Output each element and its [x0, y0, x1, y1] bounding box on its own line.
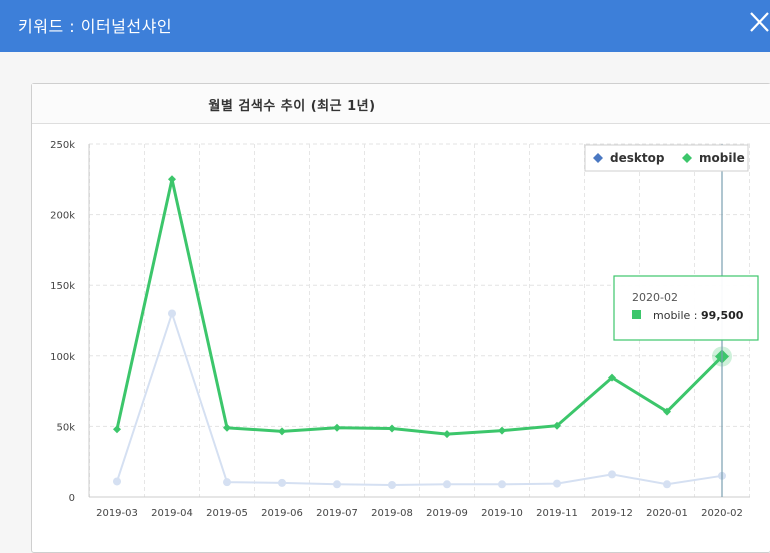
series-line-mobile [115, 178, 724, 436]
point-desktop[interactable] [333, 480, 341, 489]
y-tick-label: 250k [50, 140, 75, 151]
point-desktop[interactable] [498, 480, 506, 489]
point-desktop[interactable] [553, 479, 561, 488]
point-desktop[interactable] [388, 480, 396, 489]
point-mobile[interactable] [333, 423, 341, 432]
point-desktop[interactable] [168, 309, 176, 318]
point-desktop[interactable] [443, 480, 451, 489]
point-mobile[interactable] [168, 175, 176, 184]
x-tick-label: 2020-01 [646, 508, 688, 519]
y-tick-label: 100k [50, 352, 75, 363]
point-mobile[interactable] [113, 425, 121, 434]
x-tick-label: 2019-03 [96, 508, 138, 519]
x-tick-label: 2019-05 [206, 508, 248, 519]
point-desktop[interactable] [223, 478, 231, 487]
modal-header: 키워드 : 이터널선샤인 [0, 0, 770, 52]
x-tick-label: 2019-12 [591, 508, 633, 519]
tooltip-date: 2020-02 [632, 291, 678, 304]
card-header: 월별 검색수 추이 (최근 1년) [32, 84, 770, 124]
point-mobile[interactable] [608, 373, 616, 382]
x-tick-label: 2020-02 [701, 508, 743, 519]
x-tick-label: 2019-04 [151, 508, 193, 519]
point-mobile[interactable] [223, 423, 231, 432]
x-tick-label: 2019-06 [261, 508, 303, 519]
modal-title: 키워드 : 이터널선샤인 [18, 17, 173, 36]
x-tick-label: 2019-10 [481, 508, 523, 519]
legend-label-desktop[interactable]: desktop [610, 151, 665, 165]
tooltip-series-label: mobile : 99,500 [653, 309, 744, 322]
point-mobile[interactable] [553, 421, 561, 430]
point-desktop[interactable] [663, 480, 671, 489]
chart-tooltip: 2020-02 mobile : 99,500 [613, 275, 759, 341]
card-title: 월별 검색수 추이 (최근 1년) [208, 99, 376, 114]
x-tick-label: 2019-07 [316, 508, 358, 519]
x-tick-label: 2019-11 [536, 508, 578, 519]
close-icon[interactable] [748, 10, 770, 34]
point-mobile[interactable] [278, 427, 286, 436]
point-desktop[interactable] [608, 470, 616, 479]
point-mobile[interactable] [663, 407, 671, 416]
x-tick-label: 2019-09 [426, 508, 468, 519]
tooltip-value: 99,500 [701, 309, 744, 322]
tooltip-series-swatch [632, 310, 641, 319]
legend-label-mobile[interactable]: mobile [699, 151, 745, 165]
legend-marker-desktop[interactable] [593, 153, 603, 163]
y-tick-label: 200k [50, 211, 75, 222]
point-mobile[interactable] [498, 426, 506, 435]
legend-marker-mobile[interactable] [682, 153, 692, 163]
chart-legend: desktop mobile [584, 144, 749, 172]
y-tick-label: 150k [50, 281, 75, 292]
y-tick-label: 0 [69, 493, 75, 504]
x-tick-label: 2019-08 [371, 508, 413, 519]
point-desktop[interactable] [278, 478, 286, 487]
series-line-desktop [116, 310, 723, 486]
y-tick-label: 50k [56, 422, 75, 433]
point-mobile[interactable] [443, 430, 451, 439]
point-desktop[interactable] [113, 477, 121, 486]
point-mobile[interactable] [388, 424, 396, 433]
tooltip-box [613, 275, 759, 341]
legend-box [584, 144, 749, 172]
